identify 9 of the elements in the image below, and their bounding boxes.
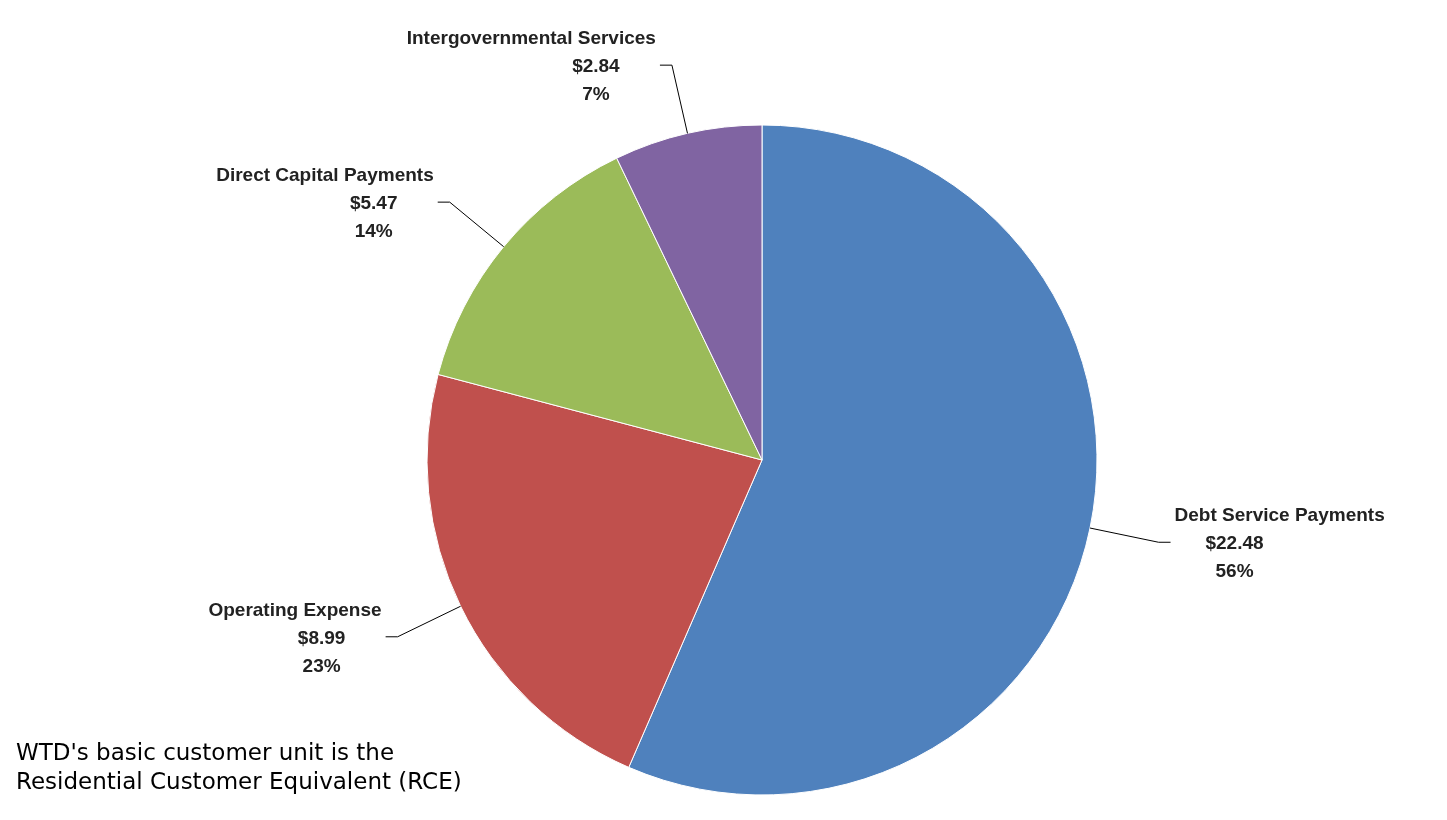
slice-label: Direct Capital Payments [216, 164, 434, 186]
data-label: $22.48 56% [1205, 532, 1264, 582]
slice-label: Debt Service Payments [1174, 504, 1385, 526]
slice-label: Intergovernmental Services [406, 27, 656, 49]
data-label: $5.47 14% [349, 192, 398, 242]
data-label: $8.99 23% [297, 626, 346, 676]
text: WTD's basic customer unit is the Residential Customer Equivalent (RCE) [16, 738, 463, 796]
slice-label: Operating Expense [208, 598, 382, 620]
data-label: $2.84 7% [572, 55, 621, 105]
